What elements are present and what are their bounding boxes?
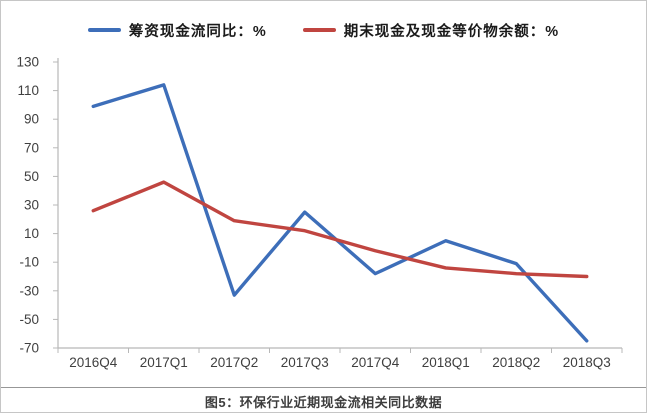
caption-divider [1,387,646,388]
legend-item-financing-cashflow: 筹资现金流同比：% [87,20,267,41]
legend-item-ending-cash-balance: 期末现金及现金等价物余额：% [302,20,560,41]
y-axis-tick-label: -70 [19,341,39,356]
x-axis-tick-label: 2018Q1 [422,355,470,370]
x-axis-tick-label: 2017Q3 [281,355,329,370]
x-axis-tick-label: 2016Q4 [69,355,118,370]
y-axis-tick-label: 10 [24,226,39,241]
y-axis-tick-label: 30 [24,198,39,213]
y-axis-tick-label: 50 [24,169,39,184]
y-axis-tick-label: 110 [17,83,39,98]
line-chart: 130 110 90 70 50 30 10 -10 -30 -50 -70 2016Q4 2017Q1… [16,55,623,370]
y-axis-tick-label: -10 [19,255,39,270]
x-axis-tick-label: 2018Q2 [492,355,540,370]
x-axis-tick-label: 2017Q2 [210,355,258,370]
y-axis-tick-label: 90 [24,112,39,127]
series-line-ending-cash-balance [91,180,589,279]
y-axis-tick-label: 130 [16,55,39,70]
y-axis-tick-label: -30 [19,283,39,298]
legend-label-financing-cashflow: 筹资现金流同比：% [128,23,267,40]
legend-line-swatch-red [302,28,336,32]
y-axis-tick-label: -50 [19,312,39,327]
chart-legend: 筹资现金流同比：% 期末现金及现金等价物余额：% [1,17,646,43]
y-axis-tick-label: 70 [24,140,39,155]
legend-line-swatch-blue [87,28,121,32]
figure-caption: 图5：环保行业近期现金流相关同比数据 [204,395,443,410]
series-line-financing-cashflow [91,83,589,343]
legend-label-ending-cash-balance: 期末现金及现金等价物余额：% [343,23,560,40]
x-axis-tick-label: 2018Q3 [563,355,611,370]
x-axis-tick-label: 2017Q4 [351,355,400,370]
x-axis-tick-label: 2017Q1 [140,355,188,370]
